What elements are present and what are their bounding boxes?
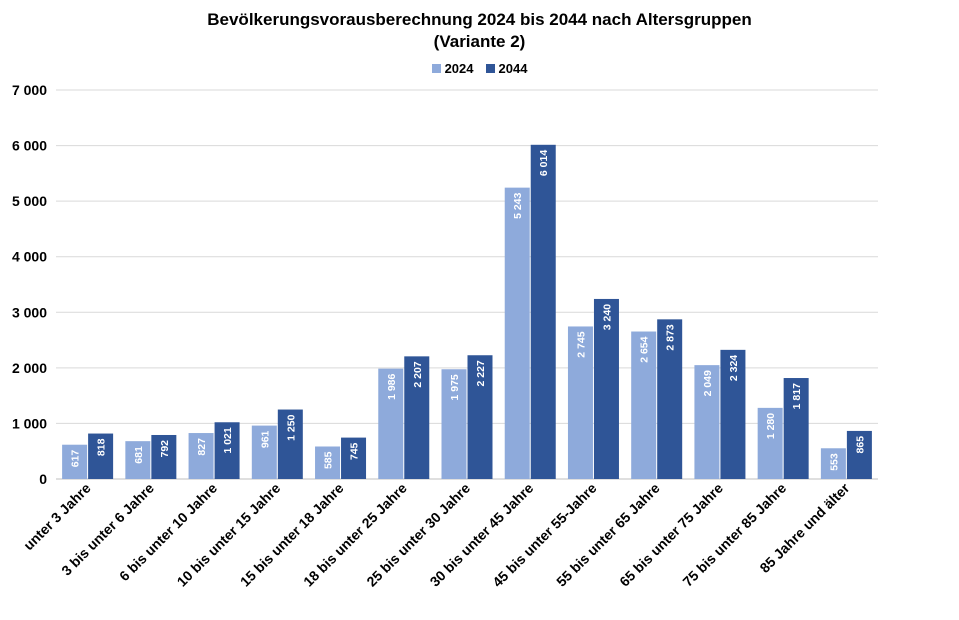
- y-tick-label: 0: [39, 471, 47, 487]
- data-label-2024: 5 243: [512, 192, 524, 218]
- bar-2024: [378, 368, 404, 479]
- bar-2044: [720, 349, 746, 479]
- data-label-2044: 2 324: [728, 355, 740, 381]
- x-tick-label: 10 bis unter 15 Jahre: [174, 480, 284, 590]
- data-label-2024: 1 986: [386, 373, 398, 399]
- bar-2024: [251, 425, 277, 479]
- data-label-2044: 2 873: [665, 324, 677, 350]
- legend-swatch-2024: [431, 64, 441, 73]
- x-tick-label: 45 bis unter 55-Jahre: [489, 480, 600, 591]
- data-label-2044: 6 014: [538, 150, 550, 176]
- bar-2024: [62, 444, 88, 479]
- bar-2024: [820, 448, 846, 479]
- y-tick-label: 6 000: [12, 138, 47, 154]
- data-label-2044: 2 227: [475, 360, 487, 386]
- data-label-2044: 1 021: [222, 427, 234, 453]
- data-label-2024: 1 975: [449, 374, 461, 400]
- x-tick-label: 15 bis unter 18 Jahre: [237, 480, 347, 590]
- bar-2024: [694, 365, 720, 479]
- bar-2044: [657, 319, 683, 479]
- data-label-2024: 2 745: [575, 331, 587, 357]
- data-label-2044: 1 250: [285, 414, 297, 440]
- bar-2044: [341, 437, 367, 479]
- data-label-2024: 1 280: [765, 413, 777, 439]
- chart-subtitle: (Variante 2): [433, 32, 526, 51]
- x-tick-label: 55 bis unter 65 Jahre: [553, 480, 663, 590]
- x-tick-label: 30 bis unter 45 Jahre: [427, 480, 537, 590]
- bar-2024: [504, 187, 530, 479]
- y-tick-label: 7 000: [12, 82, 47, 98]
- bar-2044: [151, 434, 177, 479]
- y-tick-label: 4 000: [12, 249, 47, 265]
- legend-item-2044: 2044: [485, 61, 528, 76]
- bar-2044: [467, 355, 493, 479]
- legend-swatch-2044: [485, 64, 495, 73]
- data-label-2024: 617: [70, 450, 82, 468]
- bar-2024: [188, 433, 214, 479]
- legend-label-2044: 2044: [498, 61, 528, 76]
- bar-2024: [441, 369, 467, 479]
- bar-2044: [88, 433, 114, 479]
- data-label-2044: 818: [96, 438, 108, 456]
- data-label-2044: 3 240: [601, 304, 613, 330]
- data-label-2024: 553: [828, 453, 840, 471]
- chart-title: Bevölkerungsvorausberechnung 2024 bis 20…: [207, 10, 752, 29]
- data-label-2044: 1 817: [791, 383, 803, 409]
- data-label-2024: 827: [196, 438, 208, 456]
- bar-2044: [593, 298, 619, 479]
- data-label-2044: 2 207: [412, 361, 424, 387]
- bar-2024: [567, 326, 593, 479]
- y-tick-label: 1 000: [12, 415, 47, 431]
- bar-2024: [631, 331, 657, 479]
- legend-item-2024: 2024: [431, 61, 474, 76]
- data-label-2024: 2 049: [702, 370, 714, 396]
- x-tick-label: 75 bis unter 85 Jahre: [679, 480, 789, 590]
- legend-label-2024: 2024: [444, 61, 474, 76]
- chart-legend: 2024 2044: [0, 61, 959, 76]
- x-tick-label: 25 bis unter 30 Jahre: [363, 480, 473, 590]
- data-label-2044: 865: [854, 436, 866, 454]
- bar-2044: [214, 422, 240, 479]
- data-label-2044: 792: [159, 440, 171, 458]
- bar-2024: [125, 441, 151, 479]
- bar-2024: [757, 407, 783, 479]
- y-tick-label: 2 000: [12, 360, 47, 376]
- bar-2044: [846, 430, 872, 479]
- y-tick-label: 5 000: [12, 193, 47, 209]
- x-tick-label: 18 bis unter 25 Jahre: [300, 480, 410, 590]
- data-label-2024: 681: [133, 446, 145, 464]
- bar-2024: [315, 446, 341, 479]
- data-label-2024: 2 654: [639, 336, 651, 362]
- y-tick-label: 3 000: [12, 304, 47, 320]
- bar-2044: [404, 356, 430, 479]
- data-label-2024: 961: [259, 430, 271, 448]
- x-tick-label: 65 bis unter 75 Jahre: [616, 480, 726, 590]
- bar-2044: [530, 144, 556, 479]
- data-label-2044: 745: [349, 442, 361, 460]
- data-label-2024: 585: [323, 451, 335, 469]
- bar-2044: [783, 378, 809, 479]
- bar-2044: [277, 409, 303, 479]
